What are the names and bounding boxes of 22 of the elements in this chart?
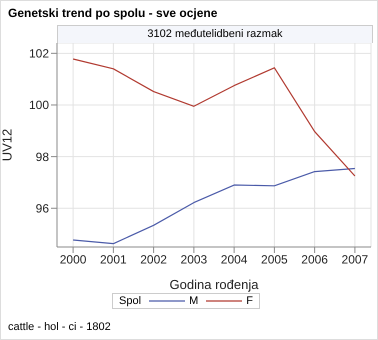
legend-label: M [189,295,198,307]
line-series [72,168,356,244]
x-tick-label: 2007 [342,252,369,267]
y-axis-title: UV12 [0,128,15,162]
y-tick-label: 96 [36,202,50,216]
x-tick-label: 2002 [140,252,168,267]
chart-subtitle: 3102 međutelidbeni razmak [57,25,373,43]
y-tick-label: 100 [28,98,50,112]
x-tick-label: 2000 [60,252,87,267]
text: cattle - hol - ci - 1802 [8,321,111,333]
x-tick-label: 2003 [180,252,208,267]
legend-title: Spol [119,295,142,307]
y-tick-label: 102 [28,46,50,61]
x-tick-label: 2004 [220,252,248,267]
line-series [72,58,356,177]
x-tick-label: 2006 [301,252,328,267]
legend-label: F [246,295,253,307]
chart-title: Genetski trend po spolu - sve ocjene [8,6,218,20]
x-tick-label: 2001 [100,252,128,267]
y-tick-label: 98 [36,150,50,164]
x-tick-label: 2005 [261,252,288,267]
x-axis-title: Godina rođenja [170,277,260,292]
